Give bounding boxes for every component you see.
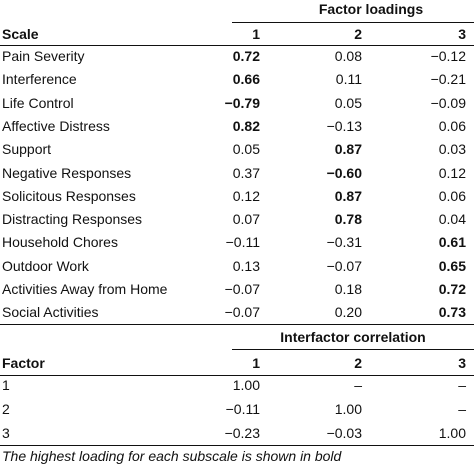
- value-cell-3: −0.09: [430, 94, 466, 111]
- value-cell-2: −0.03: [326, 425, 362, 441]
- row-label: Social Activities: [2, 304, 99, 321]
- value-cell-3: 0.73: [438, 304, 466, 321]
- value-cell-3: −0.21: [430, 71, 466, 88]
- col-2-header: 2: [354, 26, 362, 42]
- value-cell-1: −0.23: [224, 425, 260, 441]
- corr-col-2-header: 2: [354, 355, 362, 371]
- value-cell-3: 0.03: [438, 141, 466, 158]
- value-cell-1: −0.07: [224, 304, 260, 321]
- interfactor-rule: [232, 349, 474, 350]
- value-cell-3: 0.61: [438, 234, 466, 251]
- value-cell-1: −0.11: [225, 234, 260, 251]
- correlation-row: 3 −0.23 −0.03 1.00: [0, 422, 474, 445]
- value-cell-3: 0.04: [438, 211, 466, 228]
- value-cell-2: 0.87: [334, 141, 362, 158]
- value-cell-3: 0.65: [438, 257, 466, 274]
- value-cell-1: −0.11: [225, 401, 260, 417]
- row-label: 3: [2, 425, 10, 441]
- scale-header: Scale: [2, 26, 39, 42]
- corr-col-3-header: 3: [458, 355, 466, 371]
- loadings-header-row: Factor loadings: [0, 0, 474, 21]
- value-cell-2: 0.87: [334, 187, 362, 204]
- column-header-rule: [0, 45, 474, 46]
- value-cell-1: 0.12: [232, 187, 260, 204]
- row-label: Affective Distress: [2, 117, 110, 134]
- value-cell-1: −0.79: [224, 94, 260, 111]
- section-rule: [0, 324, 474, 325]
- value-cell-1: −0.07: [224, 281, 260, 297]
- header-rule: [232, 22, 474, 23]
- value-cell-2: 0.08: [334, 48, 362, 64]
- col-3-header: 3: [458, 26, 466, 42]
- row-label: Life Control: [2, 94, 74, 111]
- correlation-row: 2 −0.11 1.00 –: [0, 398, 474, 421]
- value-cell-3: 0.72: [438, 281, 466, 297]
- row-label: Pain Severity: [2, 48, 85, 64]
- row-label: 1: [2, 377, 10, 393]
- value-cell-2: −0.31: [326, 234, 362, 251]
- table-row: Life Control −0.79 0.05 −0.09: [0, 92, 474, 115]
- table-row: Interference 0.66 0.11 −0.21: [0, 68, 474, 91]
- column-header-row: Scale 1 2 3: [0, 23, 474, 46]
- table-row: Activities Away from Home −0.07 0.18 0.72: [0, 278, 474, 301]
- value-cell-1: 0.13: [232, 257, 260, 274]
- value-cell-2: 0.05: [334, 94, 362, 111]
- value-cell-1: 0.07: [232, 211, 260, 228]
- row-label: Interference: [2, 71, 77, 88]
- loadings-header: Factor loadings: [318, 1, 424, 17]
- value-cell-2: 1.00: [334, 401, 362, 417]
- row-label: Activities Away from Home: [2, 281, 168, 297]
- row-label: Negative Responses: [2, 164, 132, 181]
- table-row: Affective Distress 0.82 −0.13 0.06: [0, 115, 474, 138]
- value-cell-2: −0.07: [326, 257, 362, 274]
- table-row: Pain Severity 0.72 0.08 −0.12: [0, 45, 474, 68]
- table-row: Outdoor Work 0.13 −0.07 0.65: [0, 255, 474, 278]
- value-cell-2: 0.78: [334, 211, 362, 228]
- value-cell-1: 0.05: [232, 141, 260, 158]
- table-row: Support 0.05 0.87 0.03: [0, 138, 474, 161]
- row-label: 2: [2, 401, 10, 417]
- value-cell-3: 1.00: [438, 425, 466, 441]
- table-row: Social Activities −0.07 0.20 0.73: [0, 301, 474, 324]
- value-cell-3: 0.06: [438, 187, 466, 204]
- bottom-rule: [0, 445, 474, 446]
- value-cell-1: 0.72: [232, 48, 260, 64]
- table-row: Distracting Responses 0.07 0.78 0.04: [0, 208, 474, 231]
- row-label: Distracting Responses: [2, 211, 143, 228]
- col-1-header: 1: [252, 26, 260, 42]
- factor-header-rule: [0, 375, 474, 376]
- value-cell-1: 0.37: [232, 164, 260, 181]
- table-row: Negative Responses 0.37 −0.60 0.12: [0, 162, 474, 185]
- factor-header-row: Factor 1 2 3: [0, 352, 474, 375]
- value-cell-3: 0.12: [438, 164, 466, 181]
- value-cell-2: 0.11: [335, 71, 362, 88]
- factor-header: Factor: [2, 355, 45, 371]
- row-label: Support: [2, 141, 52, 158]
- value-cell-3: –: [458, 377, 466, 393]
- row-label: Household Chores: [2, 234, 118, 251]
- value-cell-2: 0.20: [334, 304, 362, 321]
- value-cell-2: −0.13: [326, 117, 362, 134]
- table-row: Household Chores −0.11 −0.31 0.61: [0, 231, 474, 254]
- value-cell-3: –: [458, 401, 466, 417]
- corr-col-1-header: 1: [252, 355, 260, 371]
- value-cell-1: 0.82: [232, 117, 260, 134]
- value-cell-2: −0.60: [326, 164, 362, 181]
- value-cell-2: –: [354, 377, 362, 393]
- row-label: Solicitous Responses: [2, 187, 136, 204]
- table-row: Solicitous Responses 0.12 0.87 0.06: [0, 185, 474, 208]
- value-cell-2: 0.18: [334, 281, 362, 297]
- value-cell-1: 0.66: [232, 71, 260, 88]
- value-cell-3: 0.06: [438, 117, 466, 134]
- correlation-row: 1 1.00 – –: [0, 374, 474, 397]
- interfactor-header-row: Interfactor correlation: [0, 326, 474, 349]
- value-cell-1: 1.00: [232, 377, 260, 393]
- footnote: The highest loading for each subscale is…: [2, 448, 342, 464]
- row-label: Outdoor Work: [2, 257, 89, 274]
- value-cell-3: −0.12: [430, 48, 466, 64]
- interfactor-header: Interfactor correlation: [280, 329, 426, 345]
